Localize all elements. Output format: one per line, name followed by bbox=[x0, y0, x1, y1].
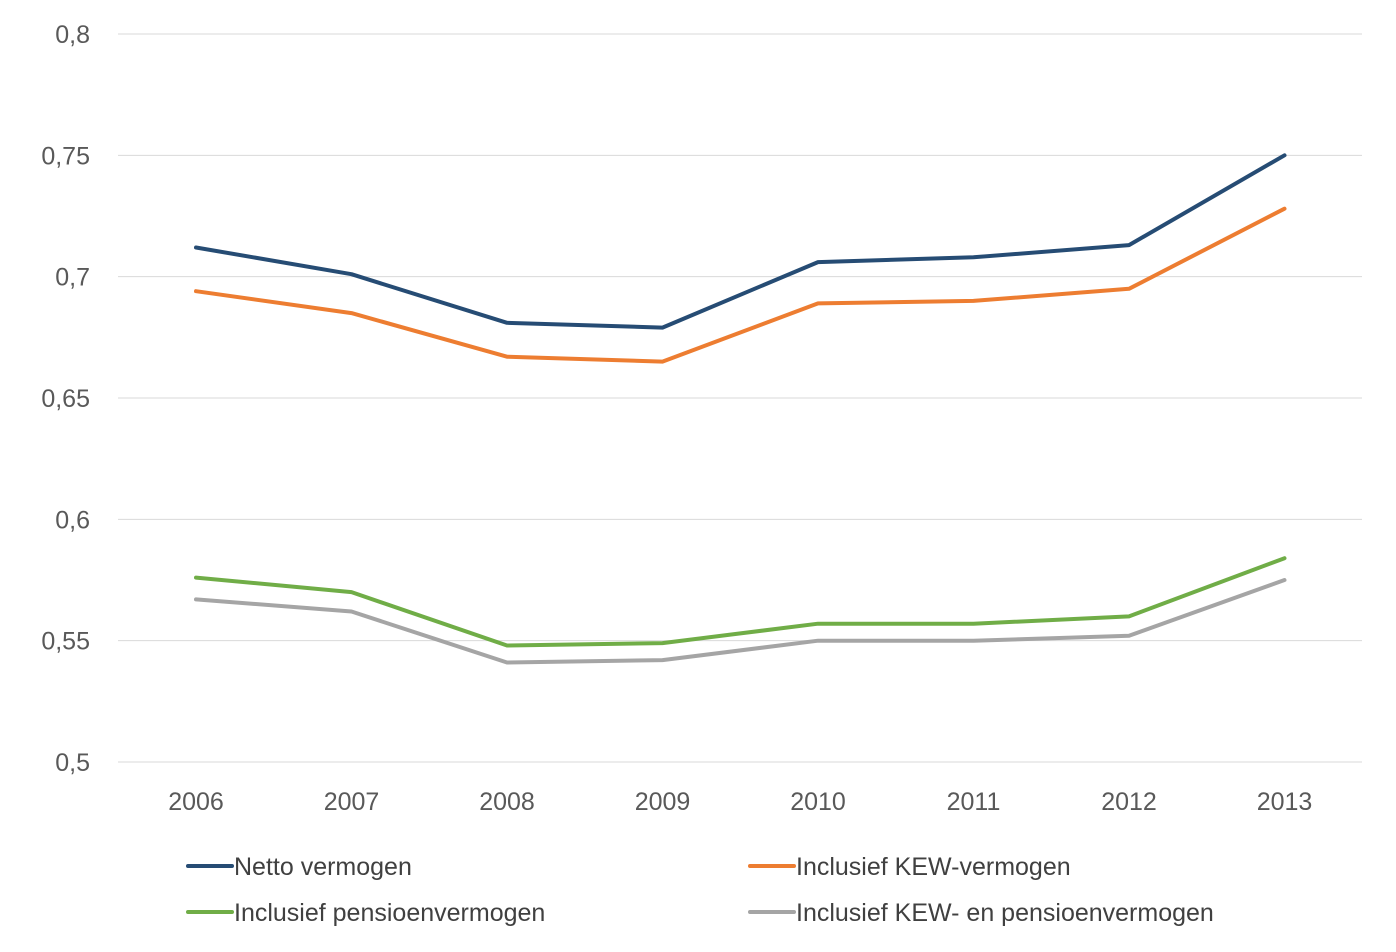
y-tick-label: 0,7 bbox=[55, 264, 90, 292]
series-line-3 bbox=[194, 556, 1287, 648]
legend-item: Netto vermogen bbox=[186, 853, 412, 881]
series-lines bbox=[194, 153, 1287, 665]
y-tick-label: 0,75 bbox=[41, 142, 90, 170]
series-line-1 bbox=[194, 153, 1287, 330]
legend-item: Inclusief KEW- en pensioenvermogen bbox=[748, 899, 1214, 927]
legend-label: Inclusief KEW-vermogen bbox=[796, 853, 1071, 881]
y-tick-label: 0,55 bbox=[41, 628, 90, 656]
legend-item: Inclusief KEW-vermogen bbox=[748, 853, 1071, 881]
y-tick-label: 0,6 bbox=[55, 506, 90, 534]
x-tick-label: 2011 bbox=[947, 788, 1001, 816]
y-tick-label: 0,5 bbox=[55, 749, 90, 777]
legend-label: Netto vermogen bbox=[234, 853, 412, 881]
legend-label: Inclusief pensioenvermogen bbox=[234, 899, 545, 927]
x-tick-label: 2010 bbox=[790, 788, 846, 816]
y-tick-label: 0,65 bbox=[41, 385, 90, 413]
x-tick-label: 2009 bbox=[635, 788, 691, 816]
x-tick-label: 2008 bbox=[479, 788, 535, 816]
legend-label: Inclusief KEW- en pensioenvermogen bbox=[796, 899, 1214, 927]
legend: Netto vermogen Inclusief KEW-vermogen Incl… bbox=[186, 853, 1214, 927]
y-tick-label: 0,8 bbox=[55, 21, 90, 49]
x-tick-label: 2012 bbox=[1101, 788, 1157, 816]
legend-item: Inclusief pensioenvermogen bbox=[186, 899, 545, 927]
x-tick-label: 2013 bbox=[1257, 788, 1313, 816]
x-tick-label: 2007 bbox=[324, 788, 380, 816]
x-tick-label: 2006 bbox=[168, 788, 224, 816]
gridlines bbox=[118, 33, 1362, 763]
y-axis-tick-labels: 0,5 0,55 0,6 0,65 0,7 0,75 0,8 bbox=[41, 21, 90, 777]
x-axis-tick-labels: 2006 2007 2008 2009 2010 2011 2012 2013 bbox=[168, 788, 1312, 816]
series-line-4 bbox=[194, 578, 1287, 665]
series-line-2 bbox=[194, 206, 1287, 364]
